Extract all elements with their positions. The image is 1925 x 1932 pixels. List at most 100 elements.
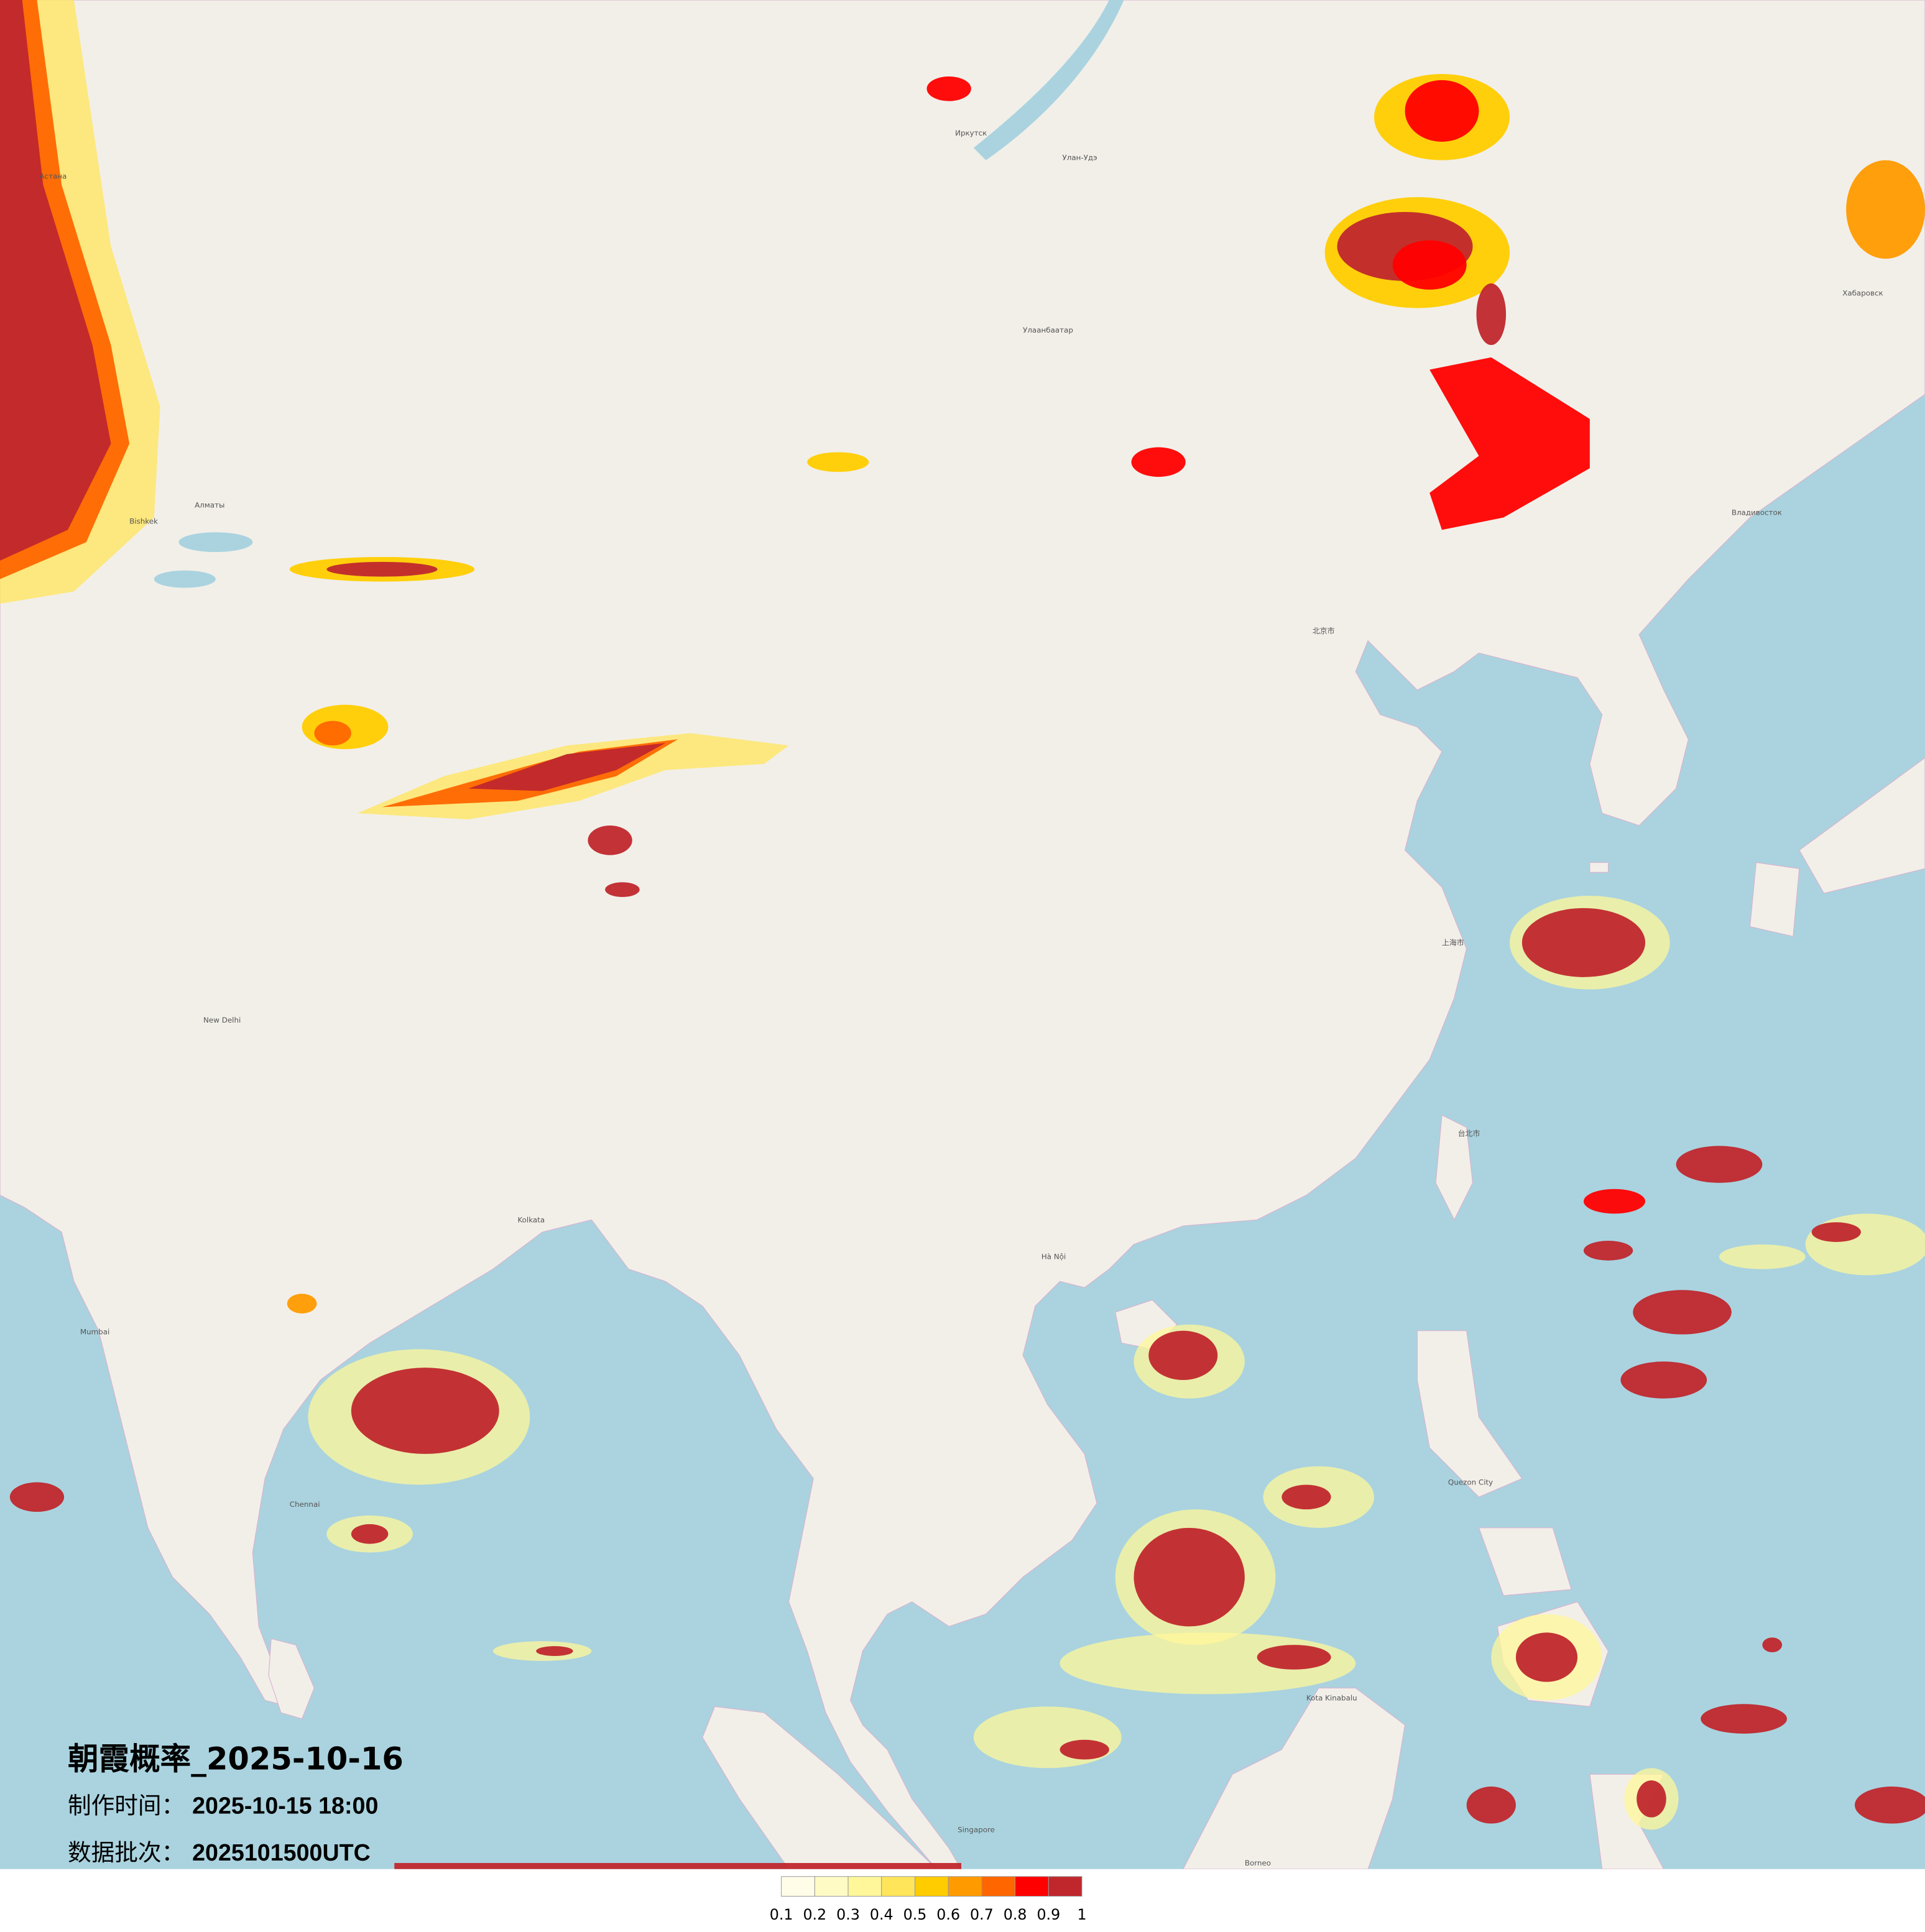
probability-area	[536, 1646, 573, 1656]
probability-area	[1392, 240, 1467, 290]
city-label: Hà Nội	[1041, 1253, 1066, 1261]
production-time-value: 2025-10-15 18:00	[192, 1793, 378, 1819]
landmass-luzon	[1416, 1330, 1523, 1497]
legend-swatch	[781, 1876, 815, 1897]
probability-area	[1281, 1484, 1331, 1510]
probability-area	[1701, 1704, 1788, 1734]
probability-area	[1405, 80, 1479, 142]
batch-label: 数据批次：	[68, 1839, 185, 1866]
legend-tick: 0.7	[970, 1906, 994, 1923]
legend-swatch	[1015, 1876, 1049, 1897]
probability-area	[1811, 1222, 1861, 1242]
probability-area	[1805, 1213, 1925, 1276]
legend-tick: 0.5	[903, 1906, 927, 1923]
probability-area	[1846, 160, 1925, 259]
legend-swatch	[814, 1876, 849, 1897]
city-label: Singapore	[958, 1825, 995, 1834]
landmass-mainland	[0, 0, 1925, 1870]
city-label: Улаанбаатар	[1023, 326, 1073, 334]
probability-area	[1131, 447, 1186, 477]
probability-area	[926, 76, 971, 101]
batch-value: 2025101500UTC	[192, 1839, 371, 1865]
city-labels: Улаанбаатар Иркутск Улан-Удэ Хабаровск Алмат…	[39, 129, 1883, 1867]
legend-tick: 0.4	[870, 1906, 893, 1923]
probability-area	[287, 1294, 317, 1313]
city-label: Kota Kinabalu	[1306, 1693, 1357, 1702]
probability-area	[9, 1482, 65, 1512]
landmass-sri-lanka	[268, 1638, 315, 1719]
city-label: Kolkata	[517, 1215, 545, 1224]
probability-area	[1515, 1632, 1578, 1682]
probability-area	[1633, 1290, 1732, 1335]
probability-area	[588, 826, 632, 855]
probability-area	[1429, 357, 1590, 530]
probability-area	[1620, 1361, 1707, 1399]
legend-tick: 0.9	[1036, 1906, 1060, 1923]
city-label: Хабаровск	[1842, 289, 1883, 298]
map-title: 朝霞概率_2025-10-16	[68, 1741, 404, 1777]
probability-area	[1466, 1787, 1516, 1824]
lake-issyk-kul	[154, 570, 216, 588]
probability-area	[807, 452, 869, 472]
probability-area	[1719, 1244, 1806, 1269]
probability-area	[0, 0, 111, 561]
landmass-taiwan	[1435, 1114, 1474, 1221]
city-label: New Delhi	[203, 1016, 241, 1024]
probability-area	[351, 1368, 499, 1454]
lake-balkhash	[178, 532, 253, 553]
probability-area	[1257, 1645, 1331, 1670]
probability-area	[1583, 1189, 1646, 1214]
landmass-visayas	[1478, 1527, 1572, 1596]
production-time-label: 制作时间：	[68, 1792, 185, 1819]
legend-tick: 0.6	[936, 1906, 960, 1923]
probability-area	[1762, 1637, 1783, 1653]
legend-swatch	[948, 1876, 982, 1897]
city-label: Астана	[39, 172, 67, 180]
probability-layer	[0, 0, 1925, 1869]
probability-area	[326, 561, 438, 577]
probability-area	[1148, 1330, 1218, 1380]
probability-area	[1133, 1527, 1245, 1627]
probability-area	[468, 743, 666, 791]
title-block: 朝霞概率_2025-10-16 制作时间： 2025-10-15 18:00 数据…	[68, 1741, 404, 1866]
probability-area	[1059, 1739, 1109, 1760]
landmass-honshu	[1799, 757, 1925, 894]
city-label: Владивосток	[1732, 508, 1782, 517]
legend-tick: 0.1	[770, 1906, 793, 1923]
city-label: Улан-Удэ	[1063, 154, 1097, 162]
city-label: 台北市	[1458, 1129, 1480, 1138]
legend-tick: 0.3	[836, 1906, 860, 1923]
legend-tick: 1	[1078, 1906, 1087, 1923]
probability-area	[1636, 1780, 1666, 1818]
probability-area	[1521, 908, 1646, 977]
city-label: Bishkek	[129, 517, 158, 525]
landmass-jeju	[1589, 862, 1609, 873]
city-label: Mumbai	[80, 1328, 109, 1336]
legend-swatch	[1048, 1876, 1083, 1897]
landmass-borneo	[1182, 1687, 1406, 1870]
production-time-line: 制作时间： 2025-10-15 18:00	[68, 1792, 378, 1819]
legend-tick: 0.8	[1004, 1906, 1027, 1923]
legend-tick: 0.2	[803, 1906, 826, 1923]
probability-area	[605, 882, 640, 898]
probability-area	[1583, 1241, 1633, 1261]
city-label: Chennai	[290, 1500, 320, 1509]
legend-swatch	[914, 1876, 949, 1897]
batch-line: 数据批次： 2025101500UTC	[68, 1839, 371, 1866]
lake-baikal	[973, 0, 1124, 160]
city-label: Иркутск	[955, 129, 987, 137]
probability-area	[1855, 1787, 1925, 1824]
probability-area	[1476, 283, 1507, 346]
city-label: Quezon City	[1448, 1478, 1493, 1486]
probability-area	[973, 1706, 1122, 1769]
probability-area	[351, 1524, 389, 1544]
city-label: 北京市	[1313, 627, 1335, 635]
legend-swatch	[881, 1876, 915, 1897]
probability-area	[394, 1862, 962, 1869]
landmass-kyushu	[1749, 862, 1800, 937]
city-label: Borneo	[1245, 1859, 1271, 1867]
legend-swatch	[981, 1876, 1016, 1897]
color-legend: 0.1 0.2 0.3 0.4 0.5 0.6 0.7 0.8 0.9 1	[770, 1876, 1087, 1923]
